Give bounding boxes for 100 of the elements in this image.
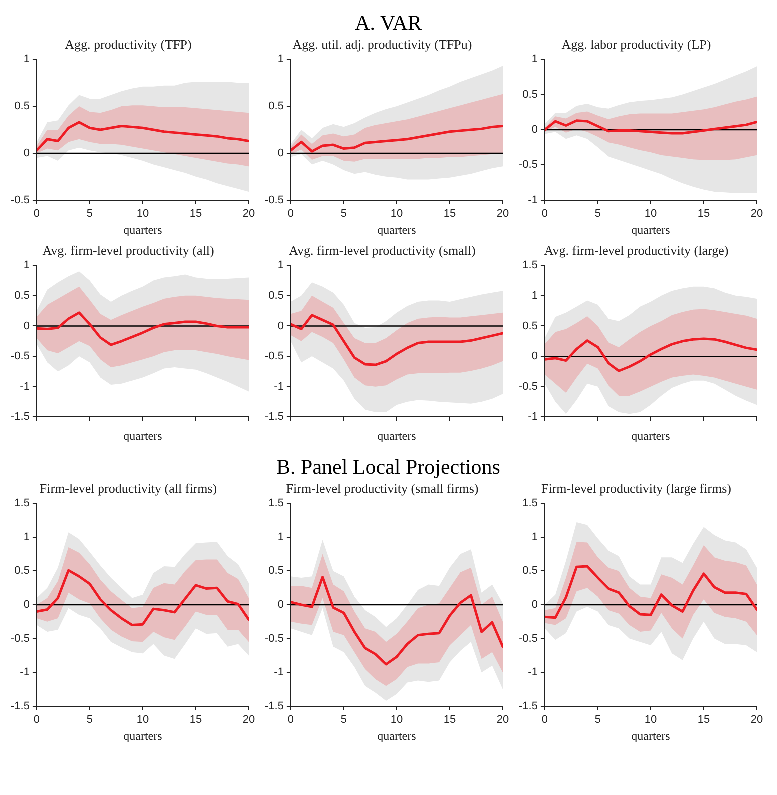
y-tick-label: -0.5	[10, 194, 30, 206]
y-tick-label: 0	[278, 320, 284, 332]
x-tick-label: 15	[444, 714, 456, 726]
x-tick-label: 20	[496, 208, 510, 220]
y-tick-label: 0.5	[268, 100, 284, 113]
y-tick-label: 1.5	[522, 260, 538, 272]
y-tick-label: -1	[528, 411, 538, 424]
chart-title: Agg. util. adj. productivity (TFPu)	[292, 37, 472, 52]
x-tick-label: 10	[136, 208, 150, 220]
x-tick-label: 15	[444, 208, 456, 220]
y-tick-label: -1.5	[264, 700, 284, 712]
x-axis-title: quarters	[632, 222, 671, 237]
chart-title: Avg. firm-level productivity (all)	[42, 243, 214, 258]
y-tick-label: -1	[528, 194, 538, 206]
y-tick-label: -0.5	[10, 350, 30, 363]
chart-title: Agg. productivity (TFP)	[65, 37, 192, 52]
y-tick-label: -0.5	[10, 632, 30, 645]
y-tick-label: 1	[532, 54, 538, 66]
x-axis-title: quarters	[124, 728, 163, 743]
chart-title: Avg. firm-level productivity (large)	[544, 243, 729, 258]
y-tick-label: -1	[274, 666, 284, 679]
y-tick-label: -0.5	[518, 380, 538, 393]
x-tick-label: 0	[288, 714, 294, 726]
y-tick-label: 1.5	[268, 498, 284, 510]
y-tick-label: 1	[24, 260, 30, 272]
x-axis-title: quarters	[632, 728, 671, 743]
x-tick-label: 20	[242, 714, 256, 726]
y-tick-label: 0	[24, 148, 30, 160]
text: A. VAR	[354, 10, 423, 37]
y-tick-label: -1.5	[10, 411, 30, 424]
x-tick-label: 20	[496, 714, 510, 726]
y-tick-label: 1.5	[522, 498, 538, 510]
y-tick-label: -0.5	[264, 350, 284, 363]
x-tick-label: 10	[390, 714, 404, 726]
y-tick-label: 1	[278, 260, 284, 272]
y-tick-label: 0.5	[14, 100, 30, 113]
y-tick-label: 0.5	[268, 565, 284, 578]
x-tick-label: 10	[390, 208, 404, 220]
y-tick-label: -1.5	[10, 700, 30, 712]
y-tick-label: -0.5	[518, 159, 538, 172]
x-tick-label: 0	[542, 714, 548, 726]
x-tick-label: 20	[242, 208, 256, 220]
y-tick-label: 0	[278, 148, 284, 160]
y-tick-label: 0	[532, 599, 538, 612]
x-axis-title: quarters	[378, 728, 417, 743]
x-tick-label: 20	[750, 714, 764, 726]
y-tick-label: 0	[532, 124, 538, 136]
y-tick-label: -1.5	[518, 700, 538, 712]
y-tick-label: 1	[532, 290, 538, 302]
y-tick-label: 0.5	[268, 290, 284, 302]
text: B. Panel Local Projections	[276, 454, 502, 481]
x-axis-title: quarters	[378, 428, 417, 443]
x-axis-title: quarters	[124, 222, 163, 237]
y-tick-label: -1.5	[264, 411, 284, 424]
y-tick-label: 0	[24, 599, 30, 612]
y-tick-label: 1.5	[14, 498, 30, 510]
y-tick-label: -1	[528, 666, 538, 679]
x-tick-label: 20	[750, 208, 764, 220]
y-tick-label: 1	[278, 531, 284, 544]
y-tick-label: 0	[532, 350, 538, 363]
x-tick-label: 5	[340, 208, 348, 220]
y-tick-label: -0.5	[518, 632, 538, 645]
chart-title: Firm-level productivity (large firms)	[541, 481, 732, 496]
y-tick-label: -0.5	[264, 194, 284, 206]
x-axis-title: quarters	[124, 428, 163, 443]
chart-title: Avg. firm-level productivity (small)	[289, 243, 476, 258]
chart-title: Agg. labor productivity (LP)	[562, 37, 712, 52]
x-tick-label: 10	[644, 714, 658, 726]
x-tick-label: 15	[698, 714, 710, 726]
y-tick-label: 0	[278, 599, 284, 612]
y-tick-label: 0.5	[522, 565, 538, 578]
y-tick-label: 0.5	[14, 565, 30, 578]
chart-title: Firm-level productivity (small firms)	[286, 481, 479, 496]
x-axis-title: quarters	[632, 428, 671, 443]
y-tick-label: -1	[274, 380, 284, 393]
y-tick-label: 1	[24, 531, 30, 544]
y-tick-label: 1	[278, 54, 284, 66]
y-tick-label: 0	[24, 320, 30, 332]
y-tick-label: -0.5	[264, 632, 284, 645]
x-tick-label: 10	[644, 208, 658, 220]
y-tick-label: -1	[20, 380, 30, 393]
x-tick-label: 5	[86, 208, 94, 220]
x-tick-label: 0	[34, 714, 40, 726]
x-tick-label: 15	[190, 714, 202, 726]
y-tick-label: 0.5	[14, 290, 30, 302]
x-tick-label: 5	[594, 714, 602, 726]
y-tick-label: 0.5	[522, 88, 538, 101]
y-tick-label: -1	[20, 666, 30, 679]
x-tick-label: 0	[34, 208, 40, 220]
x-tick-label: 0	[542, 208, 548, 220]
y-tick-label: 1	[24, 54, 30, 66]
chart-title: Firm-level productivity (all firms)	[40, 481, 218, 496]
x-tick-label: 15	[190, 208, 202, 220]
x-tick-label: 10	[136, 714, 150, 726]
y-tick-label: 0.5	[522, 320, 538, 332]
x-axis-title: quarters	[378, 222, 417, 237]
x-tick-label: 5	[86, 714, 94, 726]
x-tick-label: 5	[340, 714, 348, 726]
x-tick-label: 15	[698, 208, 710, 220]
y-tick-label: 1	[532, 531, 538, 544]
